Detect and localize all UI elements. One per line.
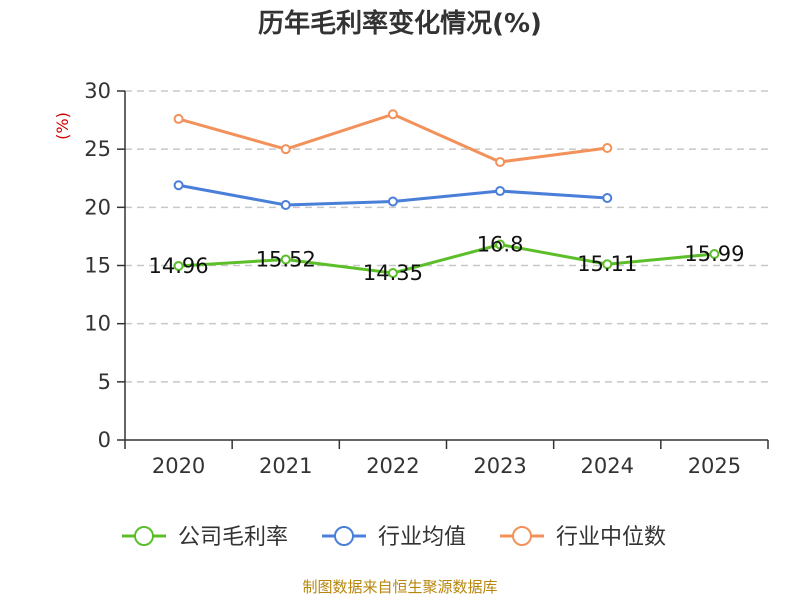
x-tick-label: 2024 [581, 454, 634, 478]
data-point [173, 113, 184, 124]
y-tick-label: 20 [84, 195, 111, 219]
chart-title: 历年毛利率变化情况(%) [258, 8, 542, 39]
data-label: 15.99 [684, 242, 744, 266]
legend-marker [134, 526, 154, 546]
x-tick-label: 2023 [473, 454, 526, 478]
y-tick-label: 25 [84, 137, 111, 161]
x-tick-label: 2022 [366, 454, 419, 478]
data-point [173, 180, 184, 191]
data-point [173, 260, 184, 271]
y-tick-label: 30 [84, 79, 111, 103]
data-label: 14.35 [363, 261, 423, 285]
y-tick-label: 10 [84, 312, 111, 336]
data-point [387, 268, 398, 279]
data-point [602, 143, 613, 154]
series-line [178, 112, 608, 164]
y-tick-label: 15 [84, 254, 111, 278]
data-point [387, 109, 398, 120]
x-tick-label: 2025 [688, 454, 741, 478]
series-line [178, 243, 715, 275]
data-label: 16.8 [477, 233, 524, 257]
data-label: 15.11 [577, 252, 637, 276]
series-lines [173, 109, 720, 279]
legend-label: 公司毛利率 [178, 525, 288, 550]
y-tick-label: 5 [98, 370, 111, 394]
data-point [602, 193, 613, 204]
data-point [495, 156, 506, 167]
data-point [495, 186, 506, 197]
data-point [280, 200, 291, 211]
data-point [387, 196, 398, 207]
data-label: 15.52 [256, 247, 316, 271]
data-point [280, 144, 291, 155]
data-point [709, 248, 720, 259]
grid-lines [125, 90, 768, 383]
legend-label: 行业均值 [378, 525, 466, 550]
legend-marker [334, 526, 354, 546]
source-note: 制图数据来自恒生聚源数据库 [302, 578, 497, 596]
x-tick-label: 2020 [152, 454, 205, 478]
data-point [280, 254, 291, 265]
legend: 公司毛利率 行业均值 行业中位数 [122, 525, 666, 550]
y-tick-label: 0 [98, 428, 111, 452]
y-axis-label: (%) [53, 112, 72, 140]
legend-marker [512, 526, 532, 546]
legend-label: 行业中位数 [556, 525, 666, 550]
x-tick-label: 2021 [259, 454, 312, 478]
data-point [602, 259, 613, 270]
data-point [495, 239, 506, 250]
data-labels: 14.96 15.52 14.35 16.8 15.11 15.99 [149, 233, 745, 286]
data-label: 14.96 [149, 254, 209, 278]
